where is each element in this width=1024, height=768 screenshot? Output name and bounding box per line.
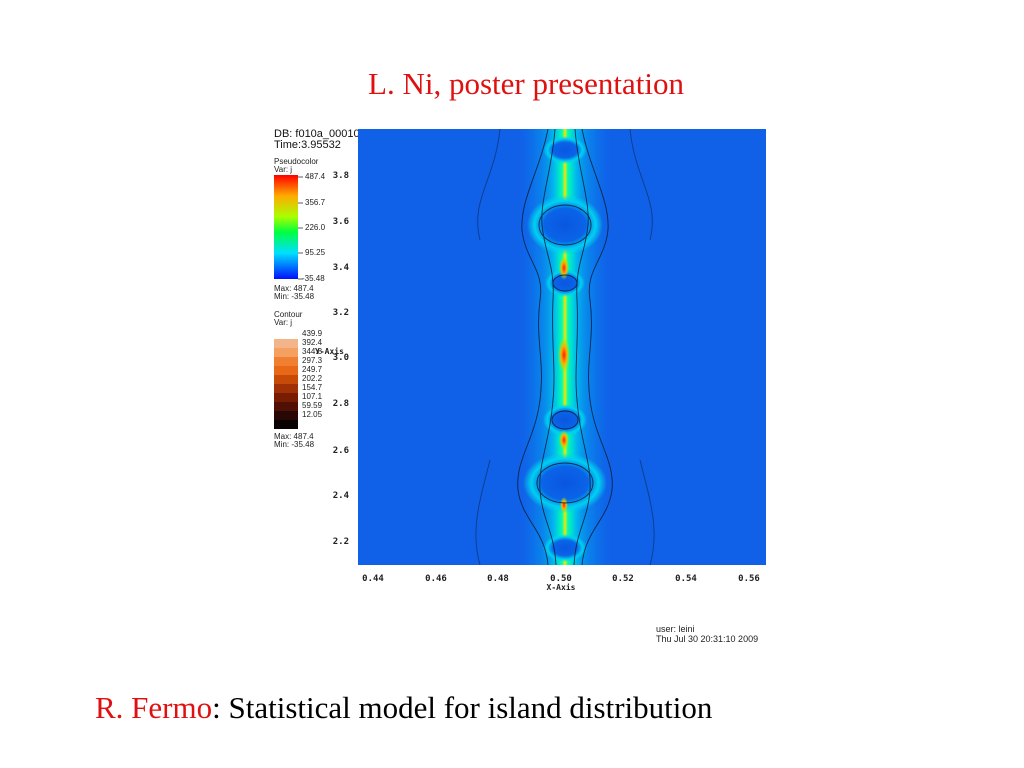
pseudocolor-var: Var: j (274, 165, 293, 174)
contour-level: 107.1 (302, 392, 323, 401)
x-tick-label: 0.50 (550, 574, 572, 584)
y-tick-label: 2.4 (333, 491, 350, 501)
x-tick-label: 0.54 (675, 574, 697, 584)
contour-lines (475, 128, 655, 566)
island-bottom (543, 534, 587, 562)
island-upper (527, 195, 603, 255)
y-tick-label: 2.2 (333, 537, 349, 547)
x-axis-label: X-Axis (547, 582, 576, 592)
pseudocolor-tick: 356.7 (305, 198, 326, 207)
database-info: DB: f010a_000105.mrc Time:3.95532 (274, 129, 387, 151)
pseudocolor-max: Max: 487.4 (274, 284, 314, 293)
plot-field (358, 128, 766, 566)
pseudocolor-tick: 487.4 (305, 172, 326, 181)
pseudocolor-range: Max: 487.4 Min: -35.48 (274, 285, 314, 301)
x-tick-label: 0.48 (487, 574, 509, 584)
contour-level: 297.3 (302, 356, 323, 365)
y-tick-label: 3.6 (333, 217, 349, 227)
pseudocolor-tick: 95.25 (305, 248, 326, 257)
hot-spot-1 (559, 256, 569, 280)
pseudocolor-title: Pseudocolor (274, 157, 319, 166)
x-axis: 0.44 0.46 0.48 0.50 0.52 0.54 0.56 X-Axi… (362, 574, 760, 592)
x-tick-label: 0.46 (425, 574, 447, 584)
contour-min: Min: -35.48 (274, 440, 315, 449)
pseudocolor-tick: 226.0 (305, 223, 326, 232)
y-tick-label: 3.0 (333, 353, 349, 363)
contour-level: 344.8 (302, 347, 323, 356)
island-small-1 (545, 269, 585, 297)
time-label: Time:3.95532 (274, 139, 341, 151)
x-tick-label: 0.44 (362, 574, 384, 584)
contour-level: 12.05 (302, 410, 323, 419)
pseudocolor-legend-bar (274, 175, 303, 280)
island-top (543, 136, 587, 164)
date-label: Thu Jul 30 20:31:10 2009 (656, 634, 759, 644)
hot-spot-2 (558, 337, 570, 373)
pseudocolor-gradient (274, 175, 298, 279)
x-tick-label: 0.52 (612, 574, 634, 584)
contour-level: 59.59 (302, 401, 323, 410)
y-tick-label: 3.4 (333, 263, 350, 273)
contour-level: 202.2 (302, 374, 323, 383)
y-axis: 3.8 3.6 3.4 3.2 3.0 2.8 2.6 2.4 2.2 Y-Ax… (315, 171, 350, 547)
contour-var: Var: j (274, 318, 293, 327)
contour-level: 439.9 (302, 329, 323, 338)
user-label: user: leini (656, 624, 695, 634)
slide-caption: R. Fermo: Statistical model for island d… (95, 690, 712, 726)
y-axis-label: Y-Axis (315, 346, 344, 356)
pseudocolor-tick: -35.48 (302, 274, 325, 283)
y-tick-label: 3.2 (333, 308, 349, 318)
user-footer: user: leini Thu Jul 30 20:31:10 2009 (656, 624, 758, 644)
pseudocolor-legend: Pseudocolor Var: j (274, 158, 318, 174)
contour-legend-swatches (274, 339, 298, 429)
contour-legend: Contour Var: j (274, 311, 302, 327)
contour-range: Max: 487.4 Min: -35.48 (274, 433, 314, 449)
contour-levels: 439.9 392.4 344.8 297.3 249.7 202.2 154.… (302, 330, 322, 420)
slide-title: L. Ni, poster presentation (368, 66, 684, 101)
contour-level: 249.7 (302, 365, 323, 374)
y-tick-label: 2.8 (333, 399, 349, 409)
contour-max: Max: 487.4 (274, 432, 314, 441)
hot-spot-4 (560, 497, 568, 513)
y-tick-label: 2.6 (333, 446, 349, 456)
hot-spot-3 (559, 430, 569, 450)
contour-level: 392.4 (302, 338, 323, 347)
db-label: DB: f010a_000105.mrc (274, 128, 388, 140)
island-lower (523, 453, 607, 513)
caption-author: R. Fermo (95, 690, 213, 725)
caption-text: : Statistical model for island distribut… (212, 690, 713, 725)
y-tick-label: 3.8 (333, 171, 349, 181)
island-small-2 (543, 404, 587, 436)
contour-title: Contour (274, 310, 303, 319)
contour-level: 154.7 (302, 383, 323, 392)
pseudocolor-min: Min: -35.48 (274, 292, 315, 301)
x-tick-label: 0.56 (738, 574, 760, 584)
